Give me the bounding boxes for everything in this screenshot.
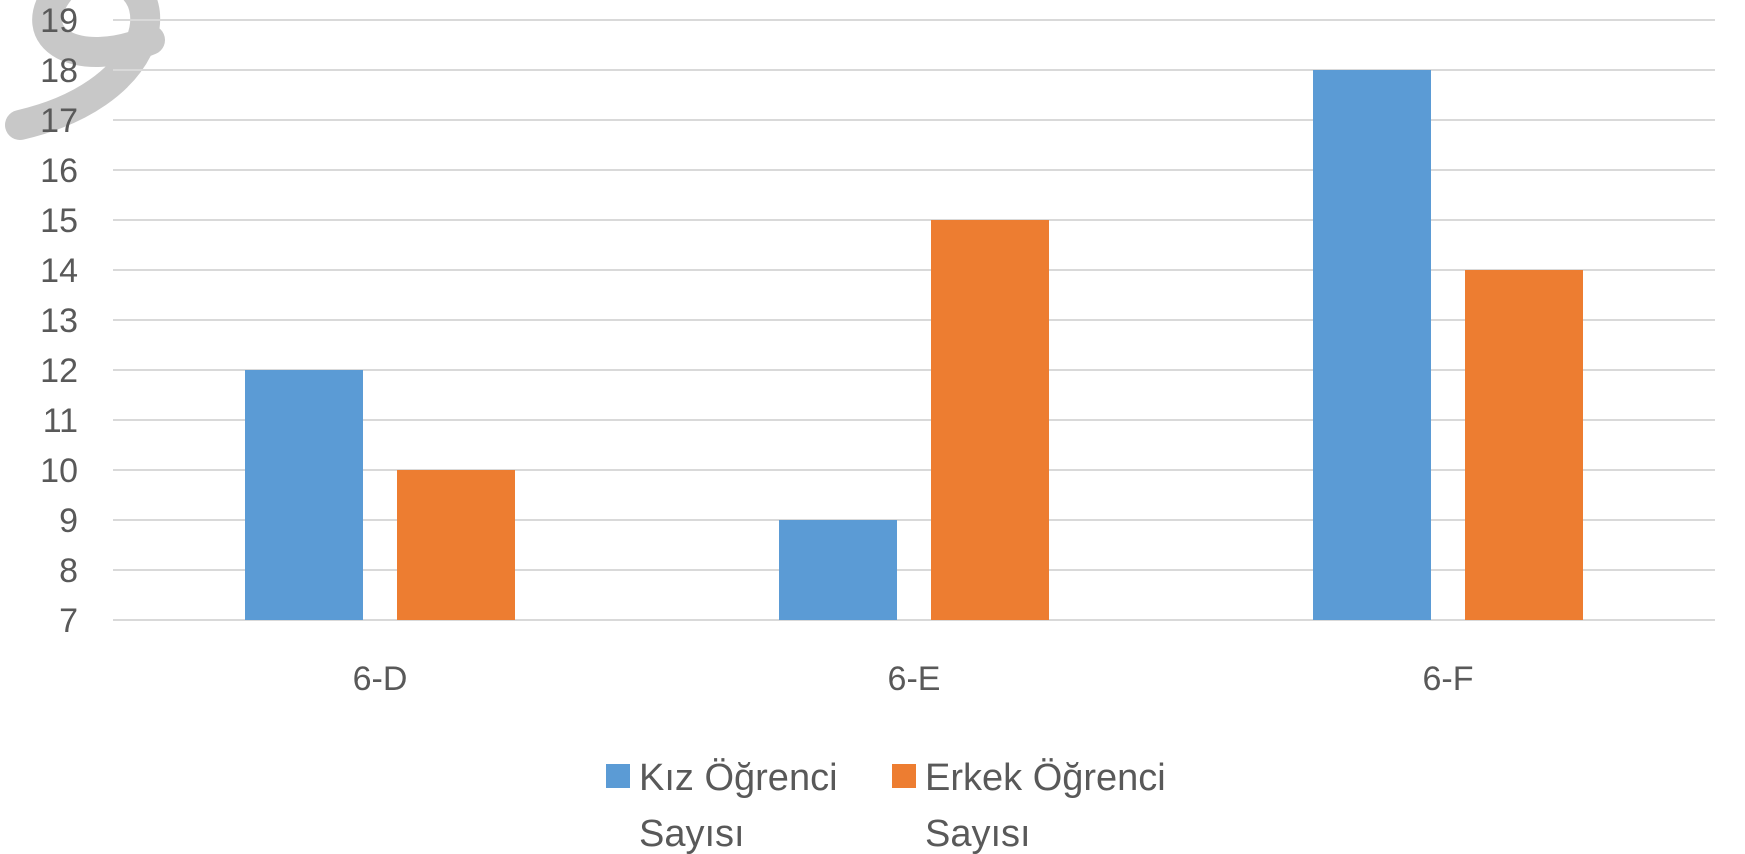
y-tick-label: 19 — [40, 2, 78, 40]
bars — [245, 70, 1583, 620]
y-tick-label: 10 — [40, 452, 78, 490]
y-tick-label: 14 — [40, 252, 78, 290]
legend-label-0: Kız Öğrenci Sayısı — [639, 757, 838, 854]
bar-6-D-series-0 — [245, 370, 363, 620]
gridlines — [113, 19, 1715, 621]
x-category-label: 6-D — [353, 660, 408, 698]
bar-6-F-series-1 — [1465, 270, 1583, 620]
y-axis: 7 8 9 10 11 12 13 14 15 16 17 18 19 — [40, 2, 78, 640]
legend: Kız Öğrenci Sayısı Erkek Öğrenci Sayısı — [606, 757, 1166, 854]
legend-swatch-0 — [606, 764, 630, 788]
y-tick-label: 7 — [59, 602, 78, 640]
bar-6-F-series-0 — [1313, 70, 1431, 620]
y-tick-label: 11 — [43, 402, 78, 440]
x-category-label: 6-E — [888, 660, 941, 698]
bar-6-D-series-1 — [397, 470, 515, 620]
y-tick-label: 13 — [40, 302, 78, 340]
bar-6-E-series-0 — [779, 520, 897, 620]
bar-6-E-series-1 — [931, 220, 1049, 620]
watermark-logo — [5, 0, 165, 140]
y-tick-label: 12 — [40, 352, 78, 390]
y-tick-label: 16 — [40, 152, 78, 190]
x-axis: 6-D 6-E 6-F — [353, 660, 1474, 698]
y-tick-label: 18 — [40, 52, 78, 90]
x-category-label: 6-F — [1423, 660, 1474, 698]
y-tick-label: 15 — [40, 202, 78, 240]
legend-swatch-1 — [892, 764, 916, 788]
y-tick-label: 9 — [59, 502, 78, 540]
y-tick-label: 8 — [59, 552, 78, 590]
legend-label-1: Erkek Öğrenci Sayısı — [925, 757, 1166, 854]
y-tick-label: 17 — [40, 102, 78, 140]
